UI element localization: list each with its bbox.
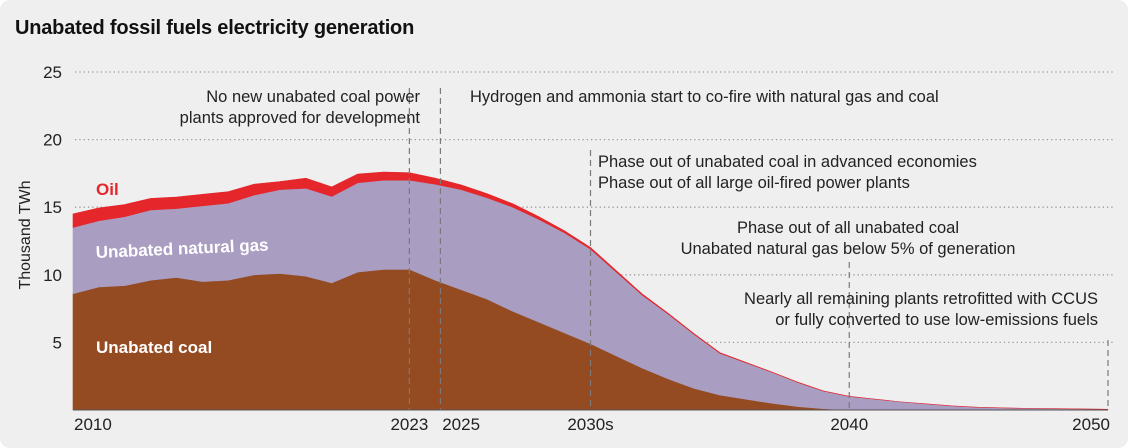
x-tick-label-2025: 2025 [442,415,480,434]
x-tick-label-2050: 2050 [1072,415,1110,434]
annotation-text-4-2: Unabated natural gas below 5% of generat… [681,240,1016,258]
x-tick-label-2030s: 2030s [567,415,613,434]
x-tick-label-2023: 2023 [390,415,428,434]
annotation-text-3-2: Phase out of all large oil-fired power p… [598,174,910,192]
annotation-text-4-1: Phase out of all unabated coal [737,219,959,237]
y-tick-label-5: 5 [53,333,62,352]
x-tick-label-2010: 2010 [74,415,112,434]
annotation-text-5-1: Nearly all remaining plants retrofitted … [744,290,1098,308]
y-tick-label-10: 10 [43,266,62,285]
annotation-text-1-2: plants approved for development [180,109,421,127]
annotation-text-2-1: Hydrogen and ammonia start to co-fire wi… [470,88,939,106]
area-oil [72,171,1109,410]
annotation-text-5-2: or fully converted to use low-emissions … [775,311,1098,329]
y-tick-label-25: 25 [43,63,62,82]
y-tick-label-15: 15 [43,198,62,217]
x-tick-label-2040: 2040 [830,415,868,434]
annotation-text-1-1: No new unabated coal power [206,88,420,106]
annotation-texts: No new unabated coal power plants approve… [180,88,1098,329]
series-label-oil: Oil [96,180,119,199]
chart-title: Unabated fossil fuels electricity genera… [15,17,415,39]
y-tick-label-20: 20 [43,131,62,150]
y-axis-label: Thousand TWh [17,180,34,289]
series-label-unabated-coal: Unabated coal [96,338,212,357]
annotation-lines [408,88,1109,410]
annotation-text-3-1: Phase out of unabated coal in advanced e… [598,153,977,171]
